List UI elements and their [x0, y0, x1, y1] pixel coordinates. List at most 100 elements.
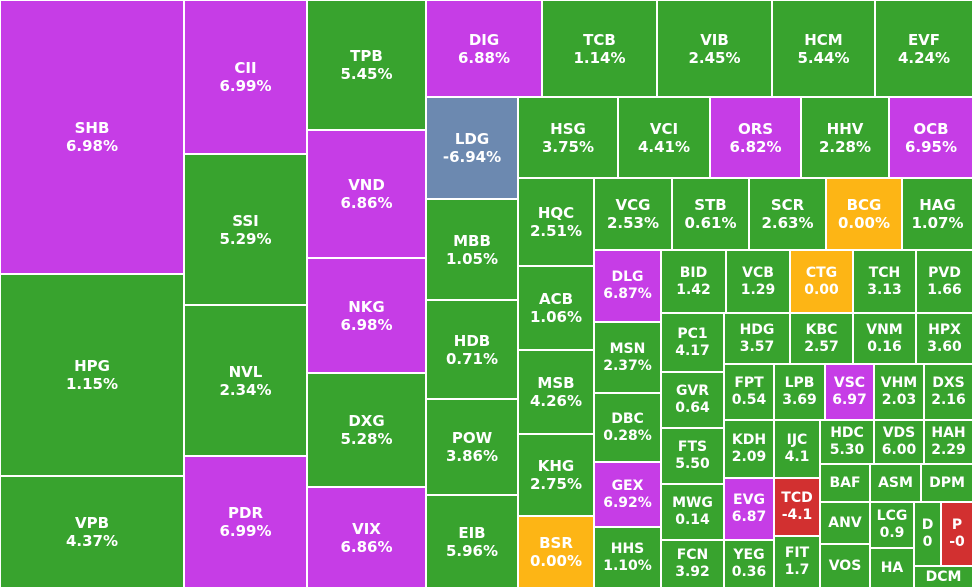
tile: BID 1.42	[661, 250, 726, 313]
change: 6.86%	[340, 537, 393, 556]
ticker: BAF	[829, 474, 861, 491]
change: 5.50	[675, 456, 710, 472]
ticker: HA	[880, 559, 904, 576]
ticker: TCD	[781, 490, 813, 506]
change: 2.57	[804, 338, 839, 355]
tile: NVL 2.34%	[184, 305, 307, 456]
change: -0	[949, 534, 965, 550]
ticker: VCB	[742, 264, 774, 281]
ticker: KBC	[805, 321, 838, 338]
tile: VCG 2.53%	[594, 178, 672, 250]
tile: DPM	[921, 464, 973, 502]
tile: ORS 6.82%	[710, 97, 801, 178]
ticker: VIB	[700, 30, 729, 49]
ticker: HAG	[919, 196, 956, 214]
ticker: ORS	[737, 119, 774, 138]
tile: DXG 5.28%	[307, 373, 426, 487]
ticker: HAH	[931, 425, 966, 441]
ticker: VIX	[352, 519, 381, 538]
tile: PC1 4.17	[661, 313, 724, 372]
ticker: HDG	[739, 321, 775, 338]
ticker: CTG	[805, 264, 838, 281]
ticker: DCM	[925, 568, 962, 585]
tile: VHM 2.03	[874, 364, 924, 420]
change: 0.64	[675, 400, 710, 416]
tile: PVD 1.66	[916, 250, 973, 313]
tile: DLG 6.87%	[594, 250, 661, 322]
ticker: DLG	[611, 269, 644, 285]
tile: BAF	[820, 464, 870, 502]
change: 6.99%	[219, 77, 272, 95]
change: 1.07%	[911, 214, 964, 232]
change: 6.92%	[603, 494, 652, 511]
ticker: STB	[694, 196, 727, 214]
change: 5.30	[829, 442, 865, 458]
change: 2.63%	[761, 214, 814, 232]
change: 6.88%	[457, 48, 511, 67]
change: 5.96%	[445, 541, 499, 560]
tile: YEG 0.36	[724, 540, 774, 588]
ticker: POW	[451, 429, 493, 447]
change: 6.86%	[340, 194, 393, 212]
change: 6.00	[881, 442, 917, 458]
change: 2.16	[931, 392, 966, 408]
ticker: TCB	[583, 30, 616, 49]
ticker: PVD	[928, 264, 961, 281]
tile: VND 6.86%	[307, 130, 426, 258]
ticker: VPB	[74, 514, 110, 532]
change: 4.17	[675, 342, 710, 359]
change: 2.29	[931, 442, 966, 458]
change: 2.28%	[818, 137, 872, 156]
change: 3.60	[927, 338, 962, 355]
tile: PDR 6.99%	[184, 456, 307, 588]
tile: DCM	[914, 566, 973, 588]
change: 2.09	[731, 449, 767, 465]
change: -4.1	[781, 507, 813, 523]
tile: MSB 4.26%	[518, 350, 594, 434]
tile: EVG 6.87	[724, 478, 774, 540]
ticker: TCH	[868, 264, 901, 281]
change: 0.9	[879, 525, 905, 541]
ticker: LDG	[454, 130, 490, 148]
ticker: DIG	[468, 30, 500, 49]
ticker: BID	[679, 264, 708, 281]
change: 0.54	[731, 392, 767, 408]
change: 5.45%	[340, 65, 393, 83]
ticker: BSR	[539, 534, 573, 552]
tile: FTS 5.50	[661, 428, 724, 484]
tile: P -0	[941, 502, 973, 566]
change: 2.53%	[606, 214, 660, 232]
tile: KBC 2.57	[790, 313, 853, 364]
tile: FPT 0.54	[724, 364, 774, 420]
change: 0.36	[731, 564, 767, 580]
tile: VIX 6.86%	[307, 487, 426, 588]
ticker: FPT	[734, 375, 764, 391]
change: 2.51%	[529, 222, 583, 240]
tile: HPG 1.15%	[0, 274, 184, 476]
tile: VPB 4.37%	[0, 476, 184, 588]
change: 1.29	[740, 281, 776, 298]
tile: HAG 1.07%	[902, 178, 973, 250]
change: 6.87%	[603, 286, 652, 302]
tile: HA	[870, 548, 914, 588]
change: 6.97	[832, 392, 867, 408]
tile: FCN 3.92	[661, 540, 724, 588]
ticker: HPG	[74, 357, 110, 375]
tile: KHG 2.75%	[518, 434, 594, 516]
ticker: DPM	[929, 474, 965, 491]
tile: HCM 5.44%	[772, 0, 875, 97]
tile: HSG 3.75%	[518, 97, 618, 178]
tile: MSN 2.37%	[594, 322, 661, 393]
change: 2.45%	[688, 48, 741, 67]
tile: LCG 0.9	[870, 502, 914, 548]
tile: GEX 6.92%	[594, 462, 661, 527]
tile: HDC 5.30	[820, 420, 874, 464]
tile: OCB 6.95%	[889, 97, 973, 178]
ticker: EVF	[907, 30, 941, 49]
ticker: FCN	[676, 547, 709, 563]
ticker: GVR	[675, 383, 710, 399]
tile: BSR 0.00%	[518, 516, 594, 588]
change: 2.75%	[529, 475, 583, 493]
change: -6.94%	[442, 148, 502, 166]
tile: EIB 5.96%	[426, 495, 518, 588]
